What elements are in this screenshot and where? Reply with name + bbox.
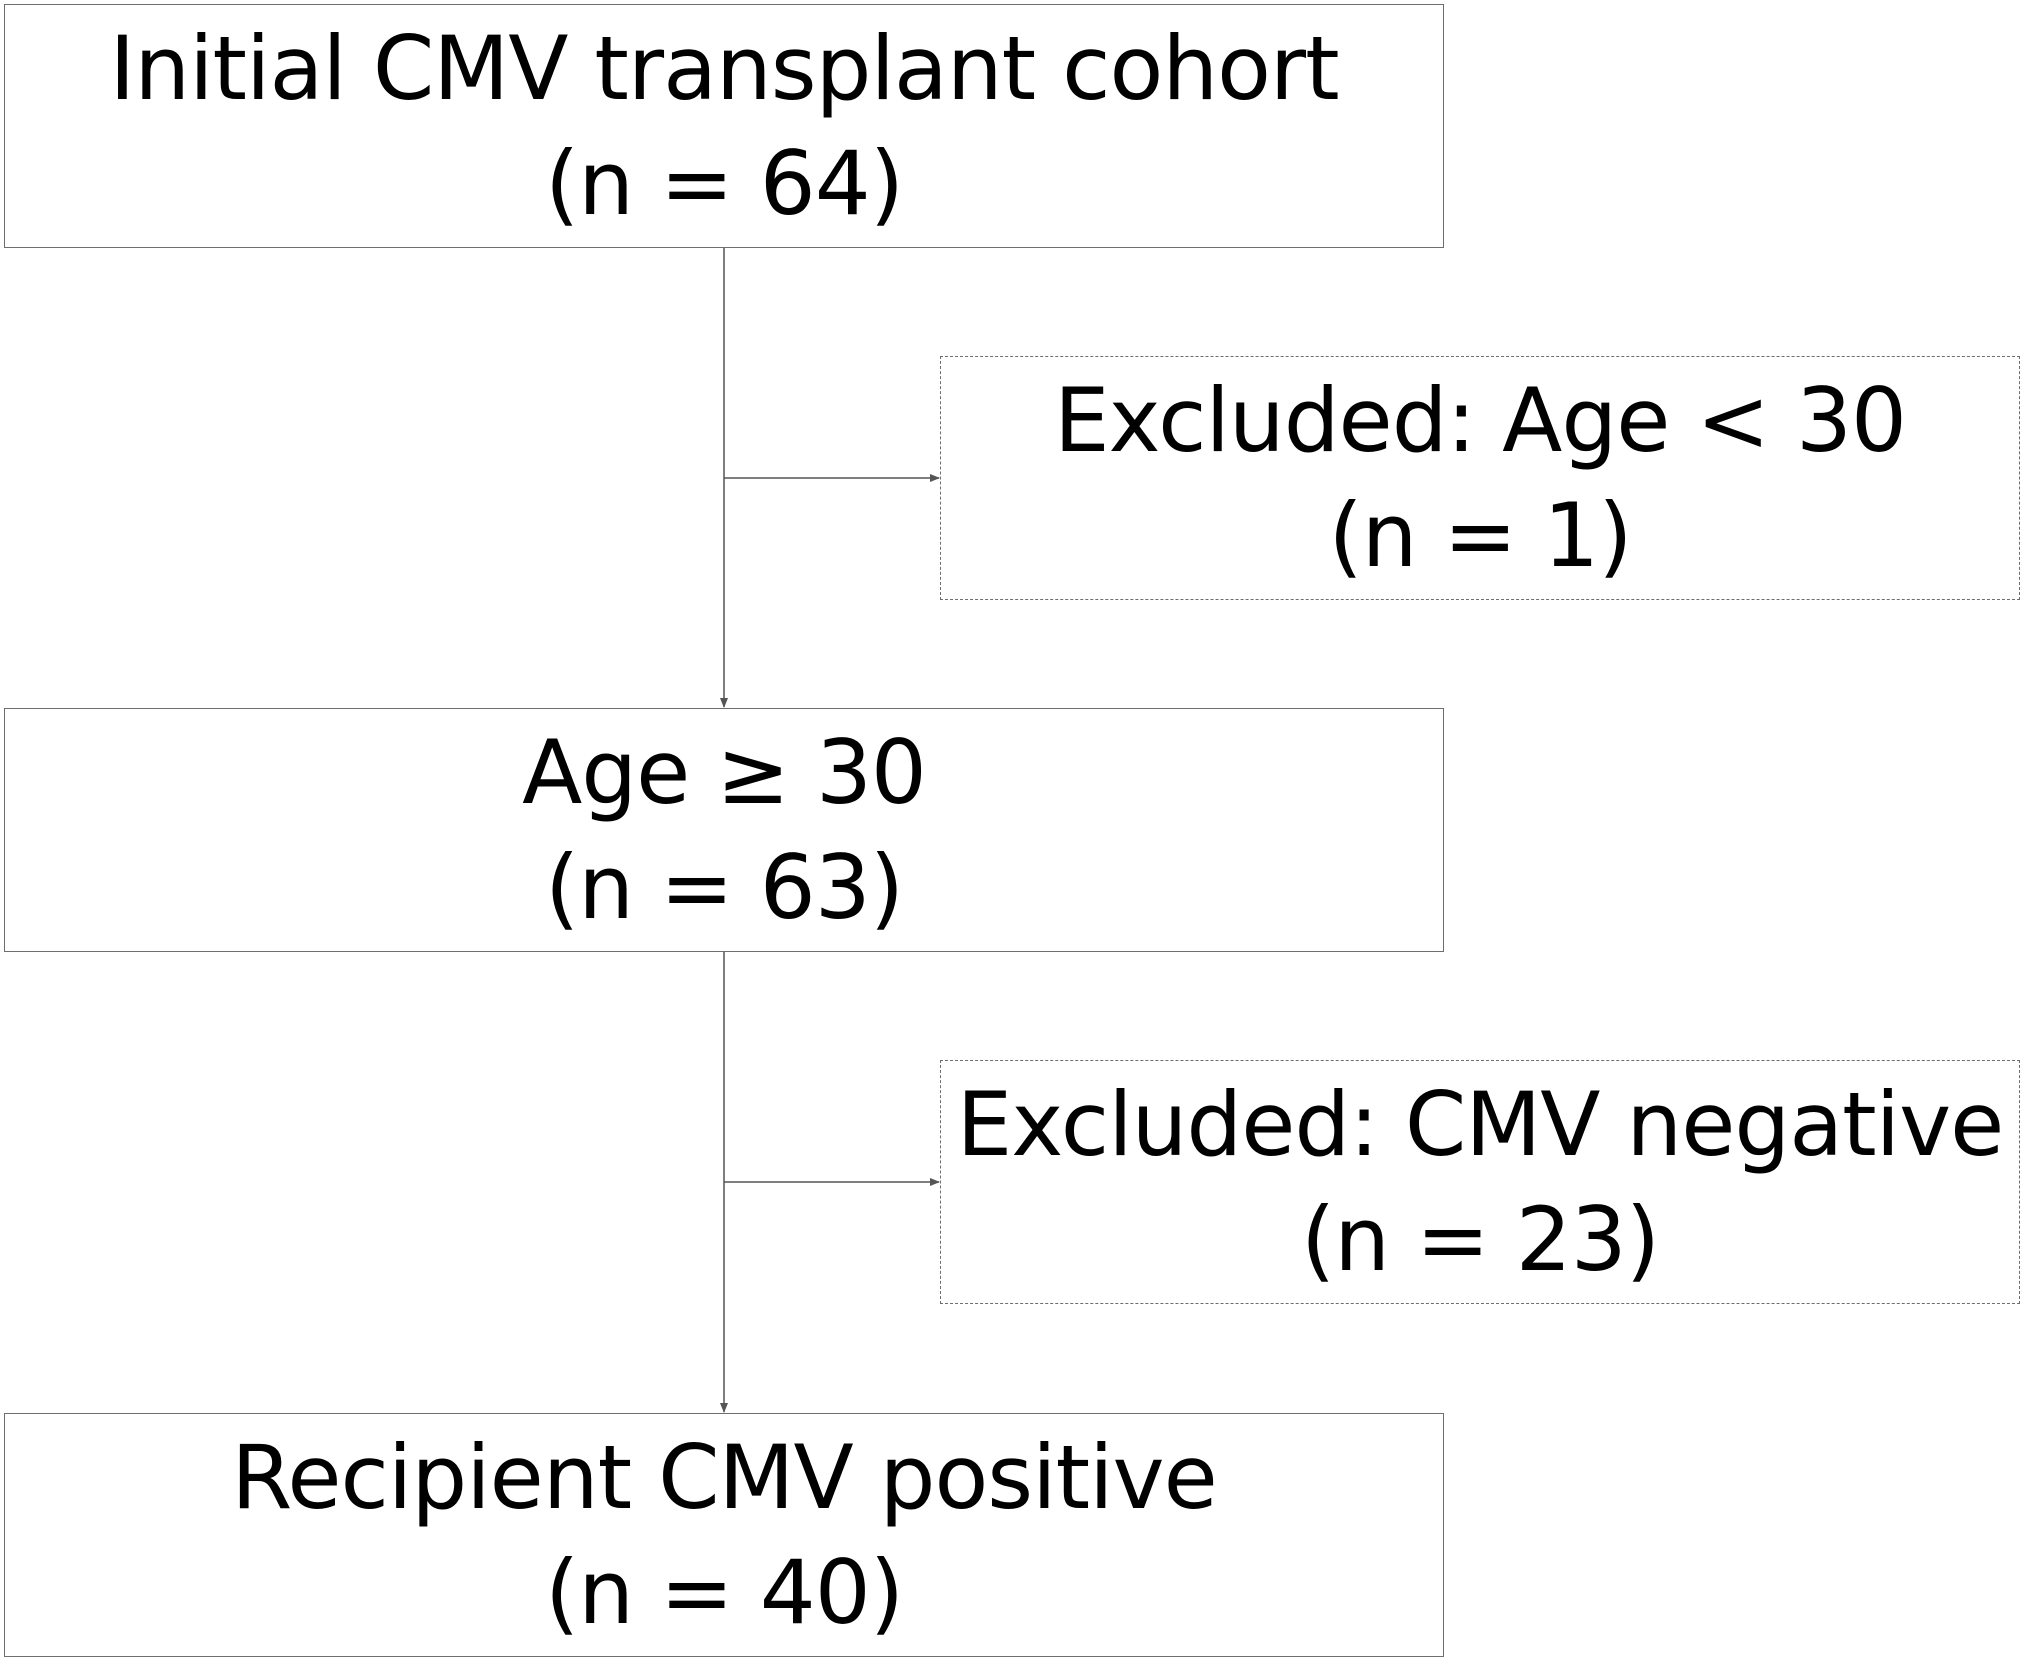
step-initial-cohort-box: Initial CMV transplant cohort (n = 64) [4,4,1444,248]
step-cmv-positive-count: (n = 40) [544,1541,904,1644]
step-initial-cohort-count: (n = 64) [544,132,904,235]
step-age-count: (n = 63) [544,836,904,939]
step-cmv-positive-label: Recipient CMV positive [231,1426,1218,1529]
exclusion-cmv-negative-label: Excluded: CMV negative [956,1073,2005,1176]
step-initial-cohort-label: Initial CMV transplant cohort [109,17,1339,120]
exclusion-cmv-negative-count: (n = 23) [1300,1188,1660,1291]
exclusion-age-box: Excluded: Age < 30 (n = 1) [940,356,2020,600]
exclusion-cmv-negative-box: Excluded: CMV negative (n = 23) [940,1060,2020,1304]
step-cmv-positive-box: Recipient CMV positive (n = 40) [4,1413,1444,1657]
step-age-label: Age ≥ 30 [522,721,927,824]
exclusion-age-label: Excluded: Age < 30 [1053,369,1907,472]
exclusion-age-count: (n = 1) [1328,484,1632,587]
step-age-box: Age ≥ 30 (n = 63) [4,708,1444,952]
